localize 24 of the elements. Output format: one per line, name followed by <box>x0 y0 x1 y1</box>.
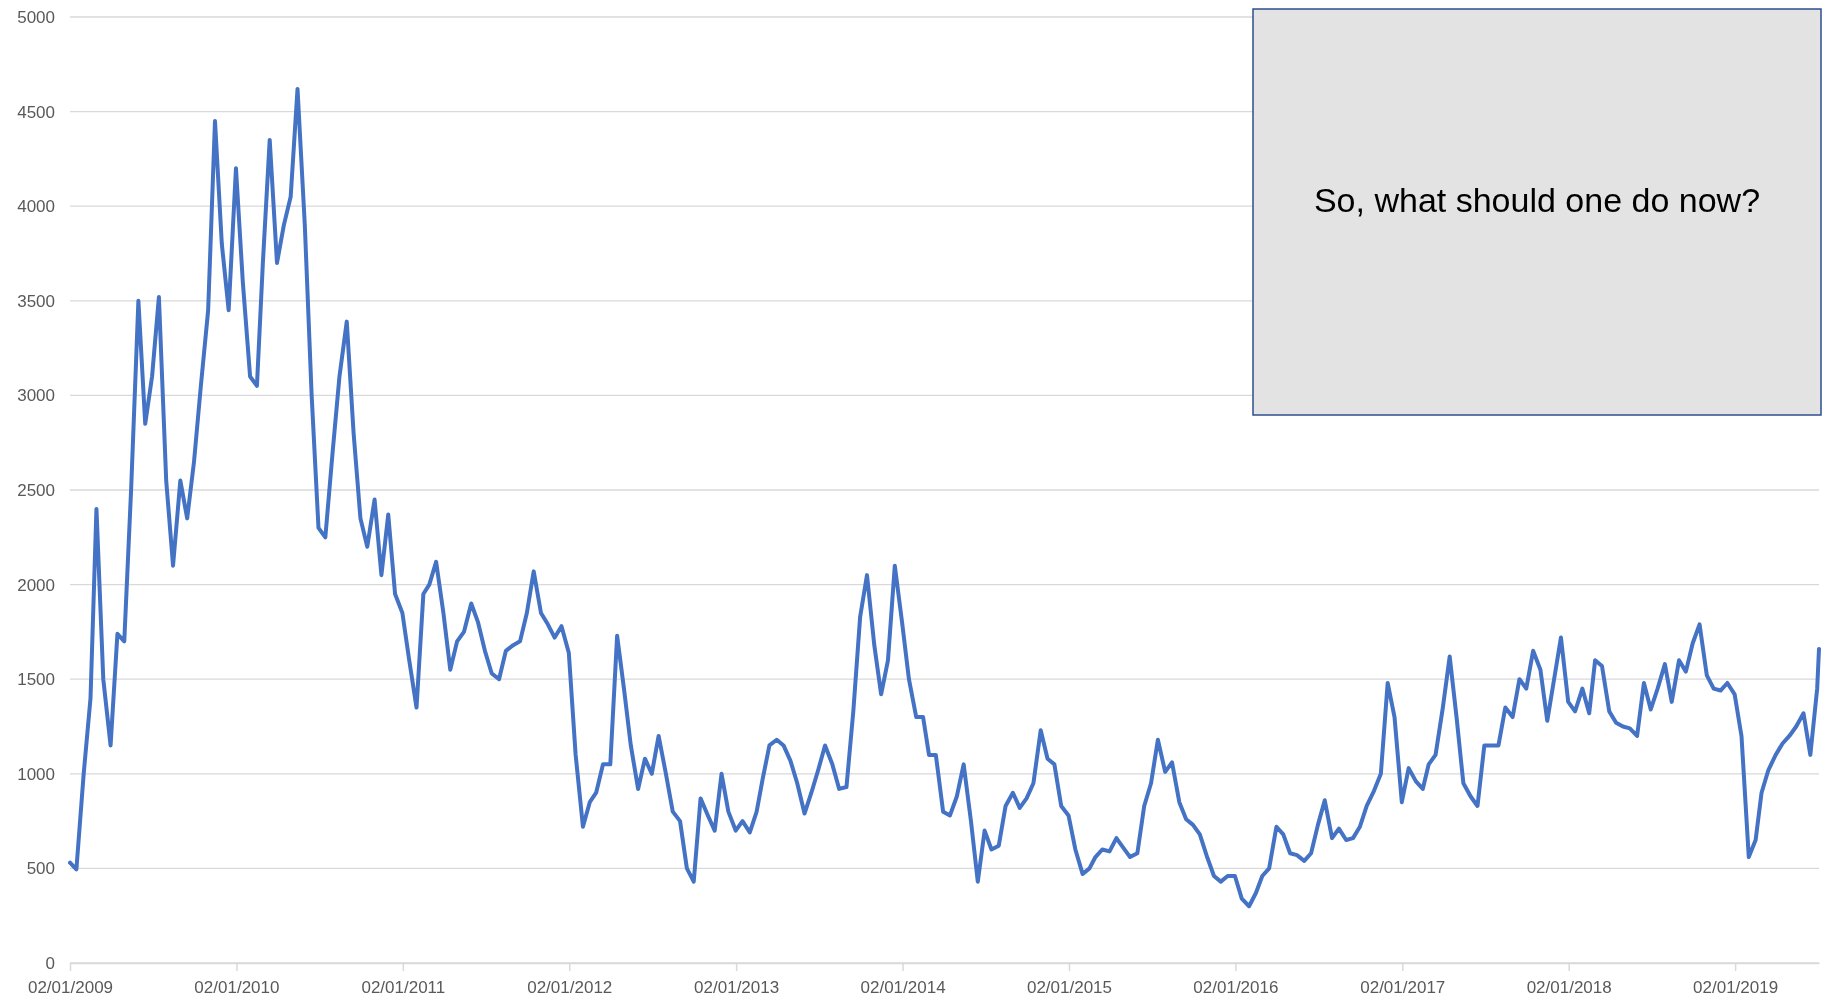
y-tick-label: 500 <box>26 859 55 879</box>
x-tick-label: 02/01/2009 <box>27 977 114 997</box>
y-tick-label: 3000 <box>17 386 55 406</box>
y-tick-label: 4000 <box>17 197 55 217</box>
y-tick-label: 1500 <box>17 670 55 690</box>
x-tick-label: 02/01/2012 <box>527 977 613 997</box>
x-tick-label: 02/01/2015 <box>1026 977 1113 997</box>
x-tick-label: 02/01/2017 <box>1360 977 1446 997</box>
x-tick-label: 02/01/2013 <box>694 977 780 997</box>
x-tick-label: 02/01/2018 <box>1526 977 1612 997</box>
x-tick-label: 02/01/2016 <box>1193 977 1279 997</box>
y-tick-label: 5000 <box>17 7 55 27</box>
y-tick-label: 1000 <box>17 764 55 784</box>
y-tick-label: 2000 <box>17 575 55 595</box>
y-tick-label: 2500 <box>17 480 55 500</box>
x-tick-label: 02/01/2019 <box>1693 977 1779 997</box>
x-tick-label: 02/01/2014 <box>860 977 946 997</box>
x-tick-label: 02/01/2011 <box>361 977 446 997</box>
y-tick-label: 4500 <box>17 102 55 122</box>
x-tick-label: 02/01/2010 <box>194 977 280 997</box>
y-tick-label: 0 <box>45 953 55 973</box>
y-tick-label: 3500 <box>17 291 55 311</box>
line-series <box>68 86 1821 909</box>
annotation: So, what should one do now? <box>1313 181 1761 219</box>
